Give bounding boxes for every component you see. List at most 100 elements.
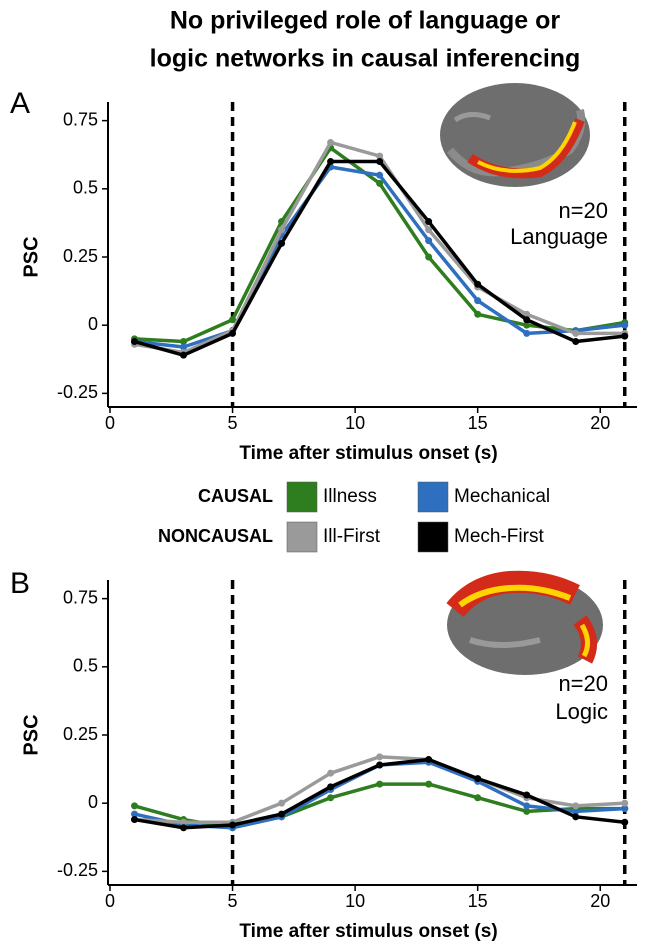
legend-swatch [417, 481, 449, 513]
series-line [134, 165, 625, 349]
legend-group: CAUSAL [198, 486, 273, 506]
point [621, 332, 629, 340]
point [523, 316, 531, 324]
point [474, 794, 482, 802]
x-axis-label: Time after stimulus onset (s) [239, 921, 497, 942]
legend-group: NONCAUSAL [158, 526, 273, 546]
point [180, 351, 188, 359]
legend-swatch [286, 521, 318, 553]
brain-image [446, 570, 603, 675]
annotation: n=20 [558, 671, 608, 696]
y-tick-label: -0.25 [57, 860, 98, 880]
point [327, 138, 335, 146]
point [523, 791, 531, 799]
y-axis-label: PSC [20, 714, 42, 755]
x-tick-label: 0 [105, 891, 115, 911]
point [474, 310, 482, 318]
point [180, 824, 188, 832]
point [278, 239, 286, 247]
point [523, 807, 531, 815]
x-tick-label: 20 [590, 413, 610, 433]
point [180, 818, 188, 826]
x-tick-label: 20 [590, 891, 610, 911]
point [572, 802, 580, 810]
point [572, 329, 580, 337]
point [180, 343, 188, 351]
point [474, 297, 482, 305]
point [425, 756, 433, 764]
point [572, 807, 580, 815]
brain-image [440, 83, 590, 187]
point [376, 152, 384, 160]
point [131, 816, 139, 824]
point [425, 226, 433, 234]
annotation: Logic [555, 699, 608, 724]
x-tick-label: 15 [468, 413, 488, 433]
legend-label: Illness [323, 486, 377, 507]
legend-swatch [417, 521, 449, 553]
legend-label: Mechanical [454, 486, 550, 507]
point [131, 802, 139, 810]
annotation: Language [510, 224, 608, 249]
point [131, 810, 139, 818]
point [376, 761, 384, 769]
y-tick-label: -0.25 [57, 382, 98, 402]
point [621, 805, 629, 813]
point [229, 316, 237, 324]
legend-swatch [286, 481, 318, 513]
point [621, 799, 629, 807]
title: No privileged role of language or [170, 7, 561, 35]
x-tick-label: 15 [468, 891, 488, 911]
panel-letter: A [10, 87, 30, 120]
x-tick-label: 0 [105, 413, 115, 433]
point [523, 321, 531, 329]
y-tick-label: 0.5 [73, 178, 98, 198]
x-tick-label: 10 [345, 413, 365, 433]
point [376, 780, 384, 788]
point [474, 280, 482, 288]
point [327, 794, 335, 802]
point [572, 813, 580, 821]
point [278, 226, 286, 234]
point [425, 780, 433, 788]
point [278, 810, 286, 818]
point [376, 158, 384, 166]
y-tick-label: 0.5 [73, 656, 98, 676]
point [327, 783, 335, 791]
point [425, 253, 433, 261]
point [229, 329, 237, 337]
point [327, 769, 335, 777]
point [425, 237, 433, 245]
point [523, 802, 531, 810]
y-axis-label: PSC [20, 236, 42, 277]
x-tick-label: 5 [228, 891, 238, 911]
point [621, 321, 629, 329]
legend-label: Mech-First [454, 526, 544, 547]
point [572, 338, 580, 346]
y-tick-label: 0 [88, 314, 98, 334]
x-tick-label: 5 [228, 413, 238, 433]
series-line: Mechanical [134, 760, 625, 830]
point [523, 310, 531, 318]
legend-label: Ill-First [323, 526, 381, 547]
panel-letter: B [10, 567, 30, 600]
point [278, 799, 286, 807]
title: logic networks in causal inferencing [150, 45, 581, 73]
x-axis-label: Time after stimulus onset (s) [239, 443, 497, 464]
point [180, 338, 188, 346]
annotation: n=20 [558, 198, 608, 223]
point [131, 338, 139, 346]
point [376, 171, 384, 179]
point [523, 329, 531, 337]
point [621, 818, 629, 826]
point [474, 775, 482, 783]
point [327, 158, 335, 166]
point [376, 753, 384, 761]
series-line: Mech-First [134, 757, 625, 830]
y-tick-label: 0.25 [63, 246, 98, 266]
point [229, 821, 237, 829]
point [376, 179, 384, 187]
x-tick-label: 10 [345, 891, 365, 911]
y-tick-label: 0.75 [63, 587, 98, 607]
